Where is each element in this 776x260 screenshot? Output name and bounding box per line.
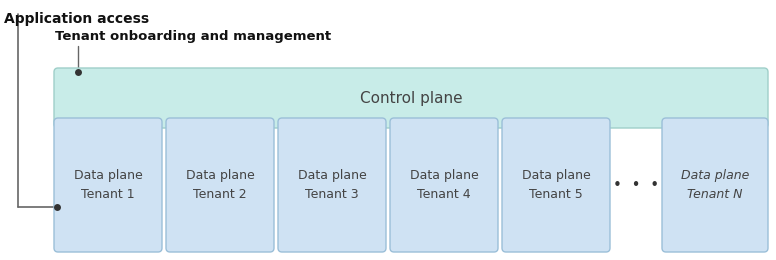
- Text: Control plane: Control plane: [360, 90, 462, 106]
- Text: Data plane
Tenant 3: Data plane Tenant 3: [298, 169, 366, 201]
- Text: Data plane
Tenant 4: Data plane Tenant 4: [410, 169, 478, 201]
- Text: •  •  •: • • •: [613, 178, 659, 192]
- FancyBboxPatch shape: [166, 118, 274, 252]
- Text: Tenant onboarding and management: Tenant onboarding and management: [55, 30, 331, 43]
- Text: Data plane
Tenant 5: Data plane Tenant 5: [521, 169, 591, 201]
- Text: Application access: Application access: [4, 12, 149, 26]
- FancyBboxPatch shape: [502, 118, 610, 252]
- Text: Data plane
Tenant 1: Data plane Tenant 1: [74, 169, 142, 201]
- FancyBboxPatch shape: [54, 68, 768, 128]
- Text: Data plane
Tenant 2: Data plane Tenant 2: [185, 169, 255, 201]
- FancyBboxPatch shape: [54, 118, 162, 252]
- FancyBboxPatch shape: [662, 118, 768, 252]
- FancyBboxPatch shape: [278, 118, 386, 252]
- Text: Data plane
Tenant N: Data plane Tenant N: [681, 169, 749, 201]
- FancyBboxPatch shape: [390, 118, 498, 252]
